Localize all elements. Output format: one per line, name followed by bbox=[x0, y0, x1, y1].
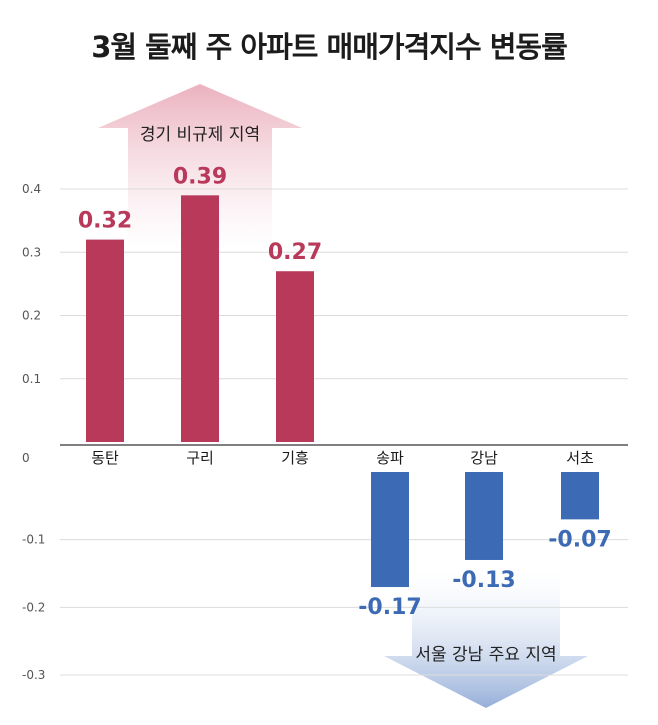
y-tick-label: 0.4 bbox=[22, 182, 41, 196]
down-arrow-label: 서울 강남 주요 지역 bbox=[415, 645, 556, 665]
bar-6 bbox=[561, 472, 599, 520]
bar-4 bbox=[371, 472, 409, 588]
value-label: 0.27 bbox=[268, 240, 322, 265]
value-label: 0.32 bbox=[78, 209, 132, 234]
gridlines bbox=[60, 188, 628, 676]
value-label: -0.13 bbox=[452, 568, 515, 593]
category-labels: 동탄 구리 기흥 송파 강남 서초 bbox=[91, 449, 594, 467]
category-label: 동탄 bbox=[91, 449, 119, 467]
y-axis-ticks: 0.4 0.3 0.2 0.1 0 -0.1 -0.2 -0.3 bbox=[22, 182, 45, 682]
y-tick-label: 0.2 bbox=[22, 309, 41, 323]
y-tick-label: 0.1 bbox=[22, 372, 41, 386]
bar-1 bbox=[86, 239, 124, 442]
category-label: 구리 bbox=[186, 449, 214, 467]
bar-5 bbox=[465, 472, 503, 560]
category-label: 송파 bbox=[376, 449, 404, 467]
category-label: 기흥 bbox=[281, 449, 309, 467]
value-label: 0.39 bbox=[173, 164, 227, 189]
bars bbox=[86, 195, 599, 588]
value-label: -0.17 bbox=[358, 595, 421, 620]
bar-2 bbox=[181, 195, 219, 442]
y-tick-label: 0 bbox=[22, 451, 30, 465]
up-arrow-shape bbox=[98, 84, 302, 250]
y-tick-label: -0.3 bbox=[22, 668, 45, 682]
value-labels: 0.32 0.39 0.27 -0.17 -0.13 -0.07 bbox=[78, 164, 612, 620]
chart-title: 3월 둘째 주 아파트 매매가격지수 변동률 bbox=[91, 30, 568, 64]
y-tick-label: -0.2 bbox=[22, 600, 45, 614]
bar-3 bbox=[276, 271, 314, 442]
category-label: 서초 bbox=[566, 449, 594, 467]
value-label: -0.07 bbox=[548, 527, 611, 552]
y-tick-label: 0.3 bbox=[22, 245, 41, 259]
y-tick-label: -0.1 bbox=[22, 533, 45, 547]
category-label: 강남 bbox=[470, 449, 498, 467]
down-arrow-shape bbox=[384, 570, 588, 708]
up-arrow-label: 경기 비규제 지역 bbox=[140, 125, 260, 145]
